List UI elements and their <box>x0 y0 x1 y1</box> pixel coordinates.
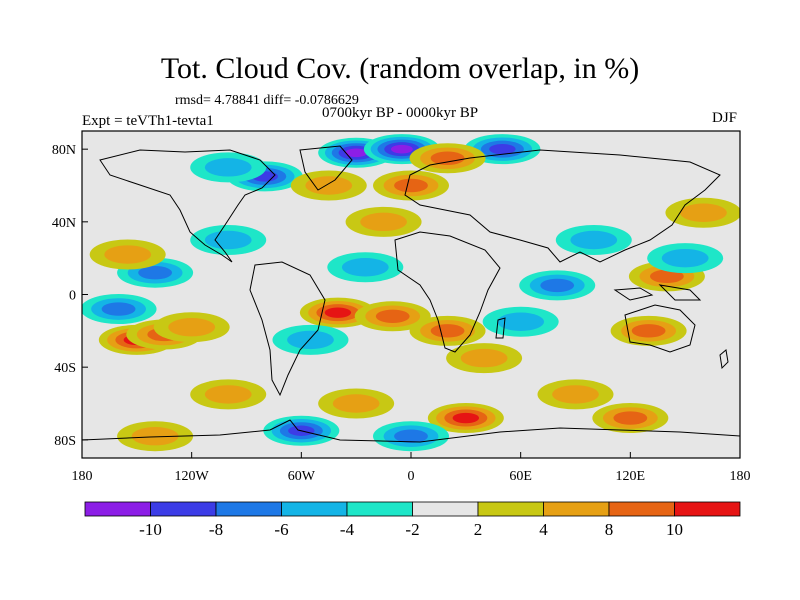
colorbar-label: -6 <box>274 520 288 539</box>
anomaly-blob <box>394 429 428 443</box>
anomaly-blob <box>332 394 380 413</box>
anomaly-blob <box>430 151 465 165</box>
anomaly-blob <box>390 144 413 154</box>
anomaly-blob <box>341 258 389 277</box>
x-tick-label: 60E <box>509 469 532 484</box>
colorbar-label: -10 <box>139 520 162 539</box>
x-tick-label: 60W <box>288 469 316 484</box>
y-tick-label: 40S <box>54 361 76 376</box>
anomaly-blob <box>168 318 216 337</box>
map-axes: 180 120W 60W 0 60E 120E 180 80N 40N 0 40S 80S <box>52 143 751 484</box>
anomaly-blob <box>204 158 252 177</box>
colorbar-label: -8 <box>209 520 223 539</box>
anomaly-blob <box>489 143 516 155</box>
colorbar-label: -2 <box>405 520 419 539</box>
colorbar-label: 10 <box>666 520 683 539</box>
anomaly-blob <box>394 178 428 193</box>
anomaly-blob <box>360 212 407 232</box>
anomaly-field <box>82 131 740 458</box>
anomaly-blob <box>305 176 353 195</box>
colorbar-box <box>150 501 217 517</box>
coastlines <box>82 145 740 443</box>
anomaly-blob <box>661 248 709 268</box>
colorbar-box <box>346 501 413 517</box>
colorbar-box <box>281 501 348 517</box>
anomaly-blob <box>375 309 410 323</box>
anomaly-blob <box>430 324 465 338</box>
anomaly-blob <box>104 245 152 264</box>
colorbar-label: 4 <box>539 520 548 539</box>
colorbar-box <box>477 501 544 517</box>
anomaly-blob <box>460 348 508 368</box>
x-tick-label: 180 <box>730 469 751 484</box>
anomaly-blob <box>204 230 252 250</box>
chart-title: Tot. Cloud Cov. (random overlap, in %) <box>160 52 640 85</box>
x-tick-label: 180 <box>72 469 93 484</box>
anomaly-blob <box>552 385 599 404</box>
y-tick-label: 0 <box>69 289 76 304</box>
anomaly-blob <box>631 324 666 338</box>
experiment-label: Expt = teVTh1-tevta1 <box>82 113 214 129</box>
x-tick-label: 120W <box>175 469 210 484</box>
x-tick-label: 120E <box>616 469 646 484</box>
colorbar-label: 8 <box>605 520 614 539</box>
colorbar-box <box>84 501 151 517</box>
colorbar-box <box>674 501 741 517</box>
colorbar-label: 2 <box>474 520 483 539</box>
y-tick-label: 80S <box>54 434 76 449</box>
anomaly-blob <box>497 312 545 331</box>
anomaly-blob <box>204 385 252 404</box>
colorbar-label: -4 <box>340 520 355 539</box>
anomaly-blob <box>570 230 618 250</box>
anomaly-blob <box>680 203 727 222</box>
anomaly-blob <box>649 269 684 284</box>
colorbar-box <box>608 501 675 517</box>
colorbar-box <box>215 501 282 517</box>
anomaly-blob <box>540 278 575 293</box>
period-label: 0700kyr BP - 0000kyr BP <box>322 105 479 121</box>
anomaly-blob <box>452 412 480 424</box>
anomaly-blob <box>131 427 179 446</box>
anomaly-blob <box>138 266 173 280</box>
anomaly-blob <box>287 330 334 350</box>
anomaly-blob <box>613 411 648 425</box>
season-label: DJF <box>712 110 738 126</box>
anomaly-blob <box>324 307 352 318</box>
anomaly-blob <box>345 148 368 158</box>
y-tick-label: 80N <box>52 143 76 158</box>
colorbar-box <box>543 501 610 517</box>
anomaly-blob <box>101 302 136 316</box>
stats-label: rmsd= 4.78841 diff= -0.0786629 <box>175 93 359 108</box>
x-tick-label: 0 <box>408 469 415 484</box>
y-tick-label: 40N <box>52 216 76 231</box>
colorbar-box <box>412 501 479 517</box>
